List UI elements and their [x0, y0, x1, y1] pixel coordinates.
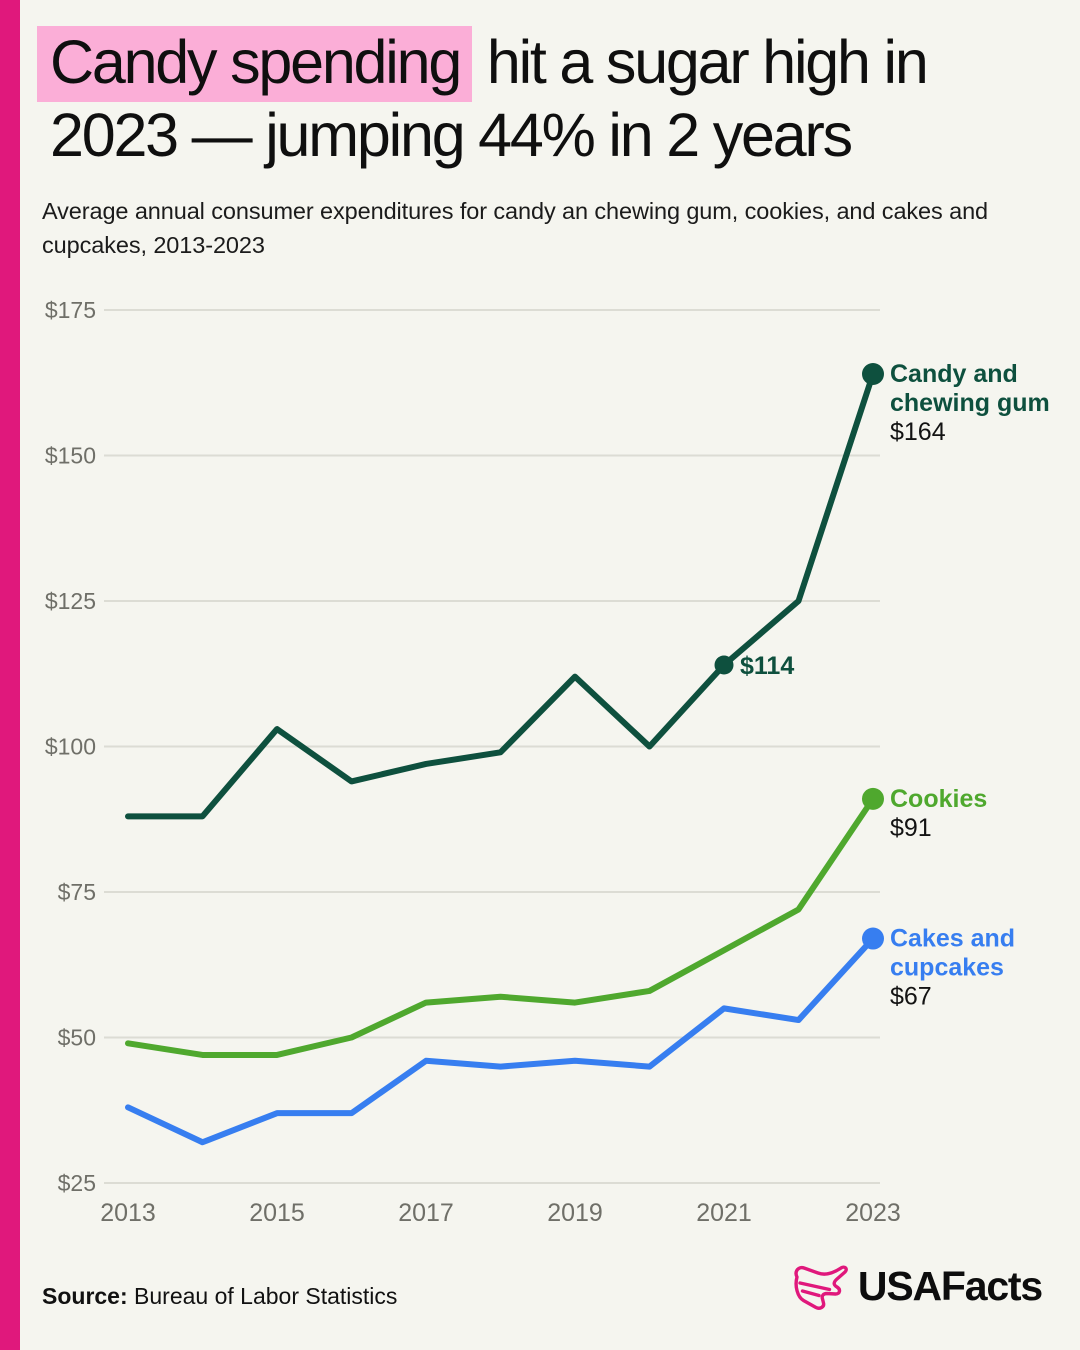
- usafacts-eagle-icon: [794, 1265, 848, 1310]
- usafacts-logo: USAFacts: [791, 1262, 1043, 1310]
- title-line2: 2023 — jumping 44% in 2 years: [50, 101, 853, 169]
- source-label: Source:: [42, 1283, 128, 1309]
- source-note: Source: Bureau of Labor Statistics: [42, 1283, 397, 1310]
- annotation-label-candy-and-chewing-gum: $114: [740, 652, 794, 680]
- x-tick-label-2019: 2019: [547, 1199, 603, 1227]
- series-label-candy-and-chewing-gum: chewing gum: [890, 389, 1050, 417]
- x-tick-label-2015: 2015: [249, 1199, 305, 1227]
- title-line1: Candy spending hit a sugar high in: [37, 26, 929, 102]
- x-tick-label-2021: 2021: [696, 1199, 752, 1227]
- y-tick-label-25: $25: [58, 1170, 96, 1196]
- x-tick-label-2023: 2023: [845, 1199, 901, 1227]
- page-title: Candy spending hit a sugar high in 2023 …: [37, 26, 929, 172]
- y-tick-label-100: $100: [45, 734, 96, 760]
- y-tick-label-125: $125: [45, 588, 96, 614]
- source-value: Bureau of Labor Statistics: [134, 1283, 398, 1309]
- title-line1-rest: hit a sugar high in: [472, 28, 929, 96]
- series-label-cakes-and-cupcakes: Cakes and: [890, 925, 1015, 953]
- series-end-dot-cakes-and-cupcakes: [862, 927, 884, 950]
- series-value-label-cakes-and-cupcakes: $67: [890, 983, 932, 1011]
- left-accent-bar: [0, 0, 20, 1350]
- series-end-dot-cookies: [862, 787, 884, 810]
- y-tick-label-175: $175: [45, 297, 96, 323]
- series-line-cookies: [125, 795, 876, 1058]
- x-tick-label-2013: 2013: [100, 1199, 156, 1227]
- series-line-cakes-and-cupcakes: [125, 935, 876, 1146]
- series-label-cakes-and-cupcakes: cupcakes: [890, 954, 1004, 982]
- annotation-dot-candy-and-chewing-gum: [714, 655, 734, 675]
- series-label-cookies: Cookies: [890, 785, 987, 813]
- series-value-label-candy-and-chewing-gum: $164: [890, 418, 946, 446]
- chart-subtitle: Average annual consumer expenditures for…: [42, 194, 988, 262]
- y-tick-label-50: $50: [58, 1025, 96, 1051]
- y-tick-label-150: $150: [45, 443, 96, 469]
- title-highlight: Candy spending: [37, 26, 473, 102]
- series-value-label-cookies: $91: [890, 814, 932, 842]
- y-tick-label-75: $75: [58, 879, 96, 905]
- series-end-dot-candy-and-chewing-gum: [862, 363, 884, 386]
- subtitle-line1: Average annual consumer expenditures for…: [42, 198, 989, 224]
- series-label-candy-and-chewing-gum: Candy and: [890, 360, 1018, 388]
- subtitle-line2: cupcakes, 2013-2023: [42, 232, 265, 258]
- series-line-candy-and-chewing-gum: [125, 371, 876, 820]
- brand-name: USAFacts: [857, 1262, 1043, 1309]
- x-tick-label-2017: 2017: [398, 1199, 454, 1227]
